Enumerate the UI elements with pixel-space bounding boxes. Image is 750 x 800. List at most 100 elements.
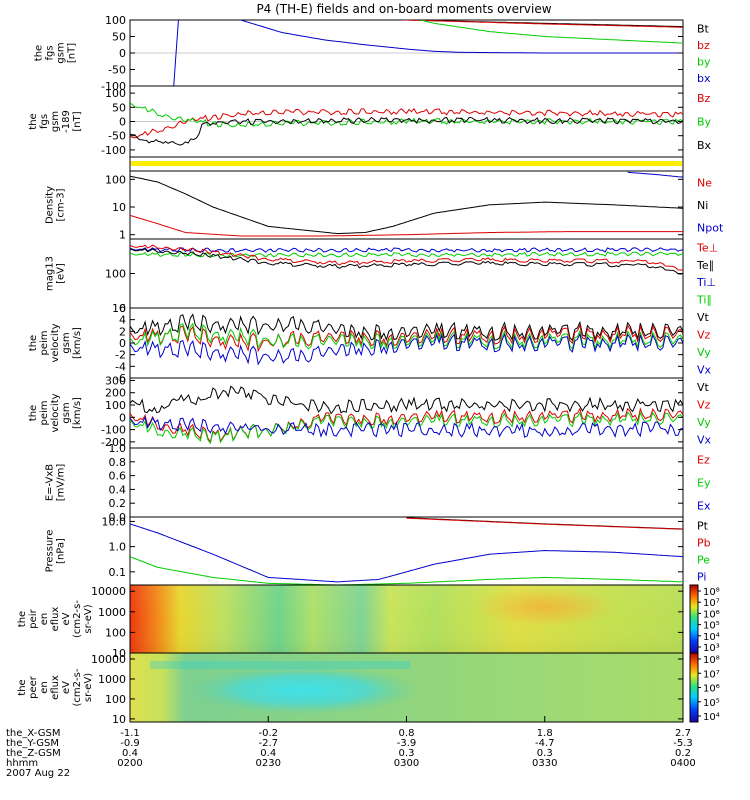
legend-Vz: Vz [697, 328, 711, 341]
panel-temperature-series [130, 244, 683, 275]
panel-efield-ylabel-line: E=-VxB [45, 464, 56, 501]
panel-electron_spectrogram-ylabel-line: (cm2-s- [72, 668, 83, 706]
legend-Ti⊥: Ti⊥ [696, 276, 716, 289]
panel-temperature-ylabel-line: [eV] [56, 263, 67, 284]
panel-electron_spectrogram-ytick-label: 10000 [91, 653, 126, 666]
panel-temperature [129, 238, 684, 309]
panel-electron_spectrogram-ylabel: the peer en eflux eV (cm2-s-sr-eV) [17, 668, 94, 706]
legend-Bx: Bx [697, 139, 712, 152]
panel-velocity_fine-ytick-label: 6 [119, 302, 126, 315]
panel-ion_spectrogram-ytick-label: 10000 [91, 585, 126, 598]
legend-Vt: Vt [697, 311, 710, 324]
panel-efield-ytick-label: 0.2 [109, 497, 127, 510]
panel-velocity_fine-ylabel-line: gsm [61, 332, 72, 353]
legend-Ex: Ex [697, 500, 711, 513]
legend-Bt: Bt [697, 22, 710, 35]
legend-Te∥: Te∥ [696, 259, 714, 272]
panel-fgs_ql-ylabel-line: gsm [50, 111, 61, 132]
panel-pressure-ytick-label: 10.0 [102, 515, 127, 528]
ephemeris-value: -0.2 [258, 728, 278, 739]
panel-electron_spectrogram-ytick-label: 10 [112, 713, 126, 726]
panel-efield-ytick-label: 0.6 [109, 470, 127, 483]
series-Vx [130, 415, 683, 438]
ephemeris-value: 0.4 [122, 748, 138, 759]
panel-fgs_ql-ylabel-line: [nT] [72, 111, 83, 131]
legend-Bz: Bz [697, 92, 711, 105]
panel-ion_spectrogram-ytick-label: 1000 [98, 606, 126, 619]
panel-ion_spectrogram-ylabel-line: (cm2-s- [72, 600, 83, 638]
panel-temperature-ylabel: mag13 [eV] [45, 256, 67, 291]
panel-velocity-ytick-label: -100 [101, 424, 126, 437]
panel-fgs_ql-ytick-label: 50 [112, 101, 126, 114]
panel-ion_spectrogram-ylabel-line: eV [61, 612, 72, 625]
plot-title: P4 (TH-E) fields and on-board moments ov… [256, 2, 551, 16]
panel-velocity-ytick-label: 300 [105, 374, 126, 387]
panel-fgs-y-ticks: 100 50 0 -50 -100 [101, 14, 683, 93]
panel-ion_spectrogram-ylabel-line: peir [28, 608, 39, 628]
panel-ion_spectrogram-cbar-label: 10³ [703, 643, 720, 654]
panel-density-legend: Ne Ni Npot [697, 176, 724, 234]
series-Ne [130, 214, 683, 237]
panel-temperature-ytick-label: 10 [112, 302, 126, 315]
panel-velocity_fine-ylabel: the peim velocity gsm [km/s] [28, 323, 83, 362]
legend-Vt: Vt [697, 381, 710, 394]
panel-velocity_fine-legend: Vt Vz Vy Vx [697, 311, 712, 377]
legend-Ez: Ez [697, 454, 710, 467]
legend-Te⊥: Te⊥ [696, 242, 718, 255]
panel-pressure-ytick-label: 1.0 [109, 541, 127, 554]
legend-Vz: Vz [697, 398, 711, 411]
panel-ion_spectrogram-ylabel: the peir en eflux eV (cm2-s-sr-eV) [17, 600, 94, 638]
series-By [130, 102, 683, 128]
panel-electron_spectrogram-ylabel-line: sr-eV) [83, 673, 94, 702]
series-Vy [130, 322, 683, 351]
ephemeris-value: 1.8 [537, 728, 553, 739]
legend-bx: bx [697, 72, 711, 85]
ephemeris-value: -5.3 [673, 738, 693, 749]
ephemeris-value: 0.4 [260, 748, 276, 759]
panel-pressure-frame [129, 516, 684, 586]
legend-by: by [697, 55, 711, 68]
panel-fgs_ql-ytick-label: 100 [105, 87, 126, 100]
legend-Vy: Vy [697, 346, 711, 359]
x-tick-label: 0400 [670, 758, 695, 769]
panel-ion_spectrogram-cbar-label: 10⁶ [703, 609, 720, 620]
series-Npot [627, 171, 683, 178]
panel-electron_spectrogram-ylabel-line: eflux [50, 675, 61, 700]
panel-velocity_fine-ytick-label: -6 [115, 372, 126, 385]
series-Pi [130, 523, 683, 583]
panel-ion_spectrogram-cbar-label: 10⁷ [703, 598, 720, 609]
legend-Vx: Vx [697, 433, 712, 446]
series-Vx [130, 332, 683, 366]
series-Te∥ [130, 248, 683, 275]
ephemeris-value: -1.1 [120, 728, 140, 739]
panel-density-y-ticks: 100 10 1 [105, 173, 683, 242]
x-tick-label: 0200 [117, 758, 142, 769]
panel-electron_spectrogram-core-region [185, 665, 420, 715]
panel-ion_spectrogram-ylabel-line: eflux [50, 607, 61, 632]
ephemeris-value: -3.9 [397, 738, 417, 749]
x-tick-label: 0230 [256, 758, 281, 769]
ephemeris-label: the_Z-GSM [6, 748, 61, 759]
series-Vz [130, 407, 683, 444]
panel-pressure [129, 516, 684, 586]
panel-pressure-y-ticks: 10.0 1.0 0.1 [102, 515, 683, 579]
panel-efield-ytick-label: 0.0 [109, 511, 127, 524]
panel-velocity-ylabel-line: peim [39, 400, 50, 425]
panel-pressure-series [130, 517, 683, 585]
panel-ion_spectrogram-ytick-label: 100 [105, 626, 126, 639]
flag-strip [129, 156, 684, 172]
panel-efield-ytick-label: 0.8 [109, 456, 127, 469]
panel-efield-y-ticks: 1.00.80.60.40.20.0 [109, 442, 683, 524]
panel-velocity_fine-series [130, 313, 683, 366]
legend-Ti∥: Ti∥ [696, 293, 712, 306]
panel-ion_spectrogram-y-ticks: 10000 1000 100 10 [91, 585, 683, 660]
panel-fgs-ylabel-line: the [34, 45, 45, 61]
panel-fgs_ql-ytick-label: -50 [108, 130, 126, 143]
panel-fgs-ytick-label: 50 [112, 31, 126, 44]
series-Ti∥ [130, 251, 683, 258]
series-Ti⊥ [130, 247, 683, 253]
panel-ion_spectrogram-cbar-label: 10⁵ [703, 621, 720, 632]
legend-Ne: Ne [697, 176, 712, 189]
